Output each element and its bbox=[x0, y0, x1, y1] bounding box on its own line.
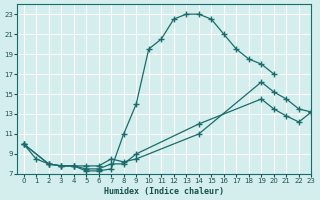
X-axis label: Humidex (Indice chaleur): Humidex (Indice chaleur) bbox=[104, 187, 224, 196]
